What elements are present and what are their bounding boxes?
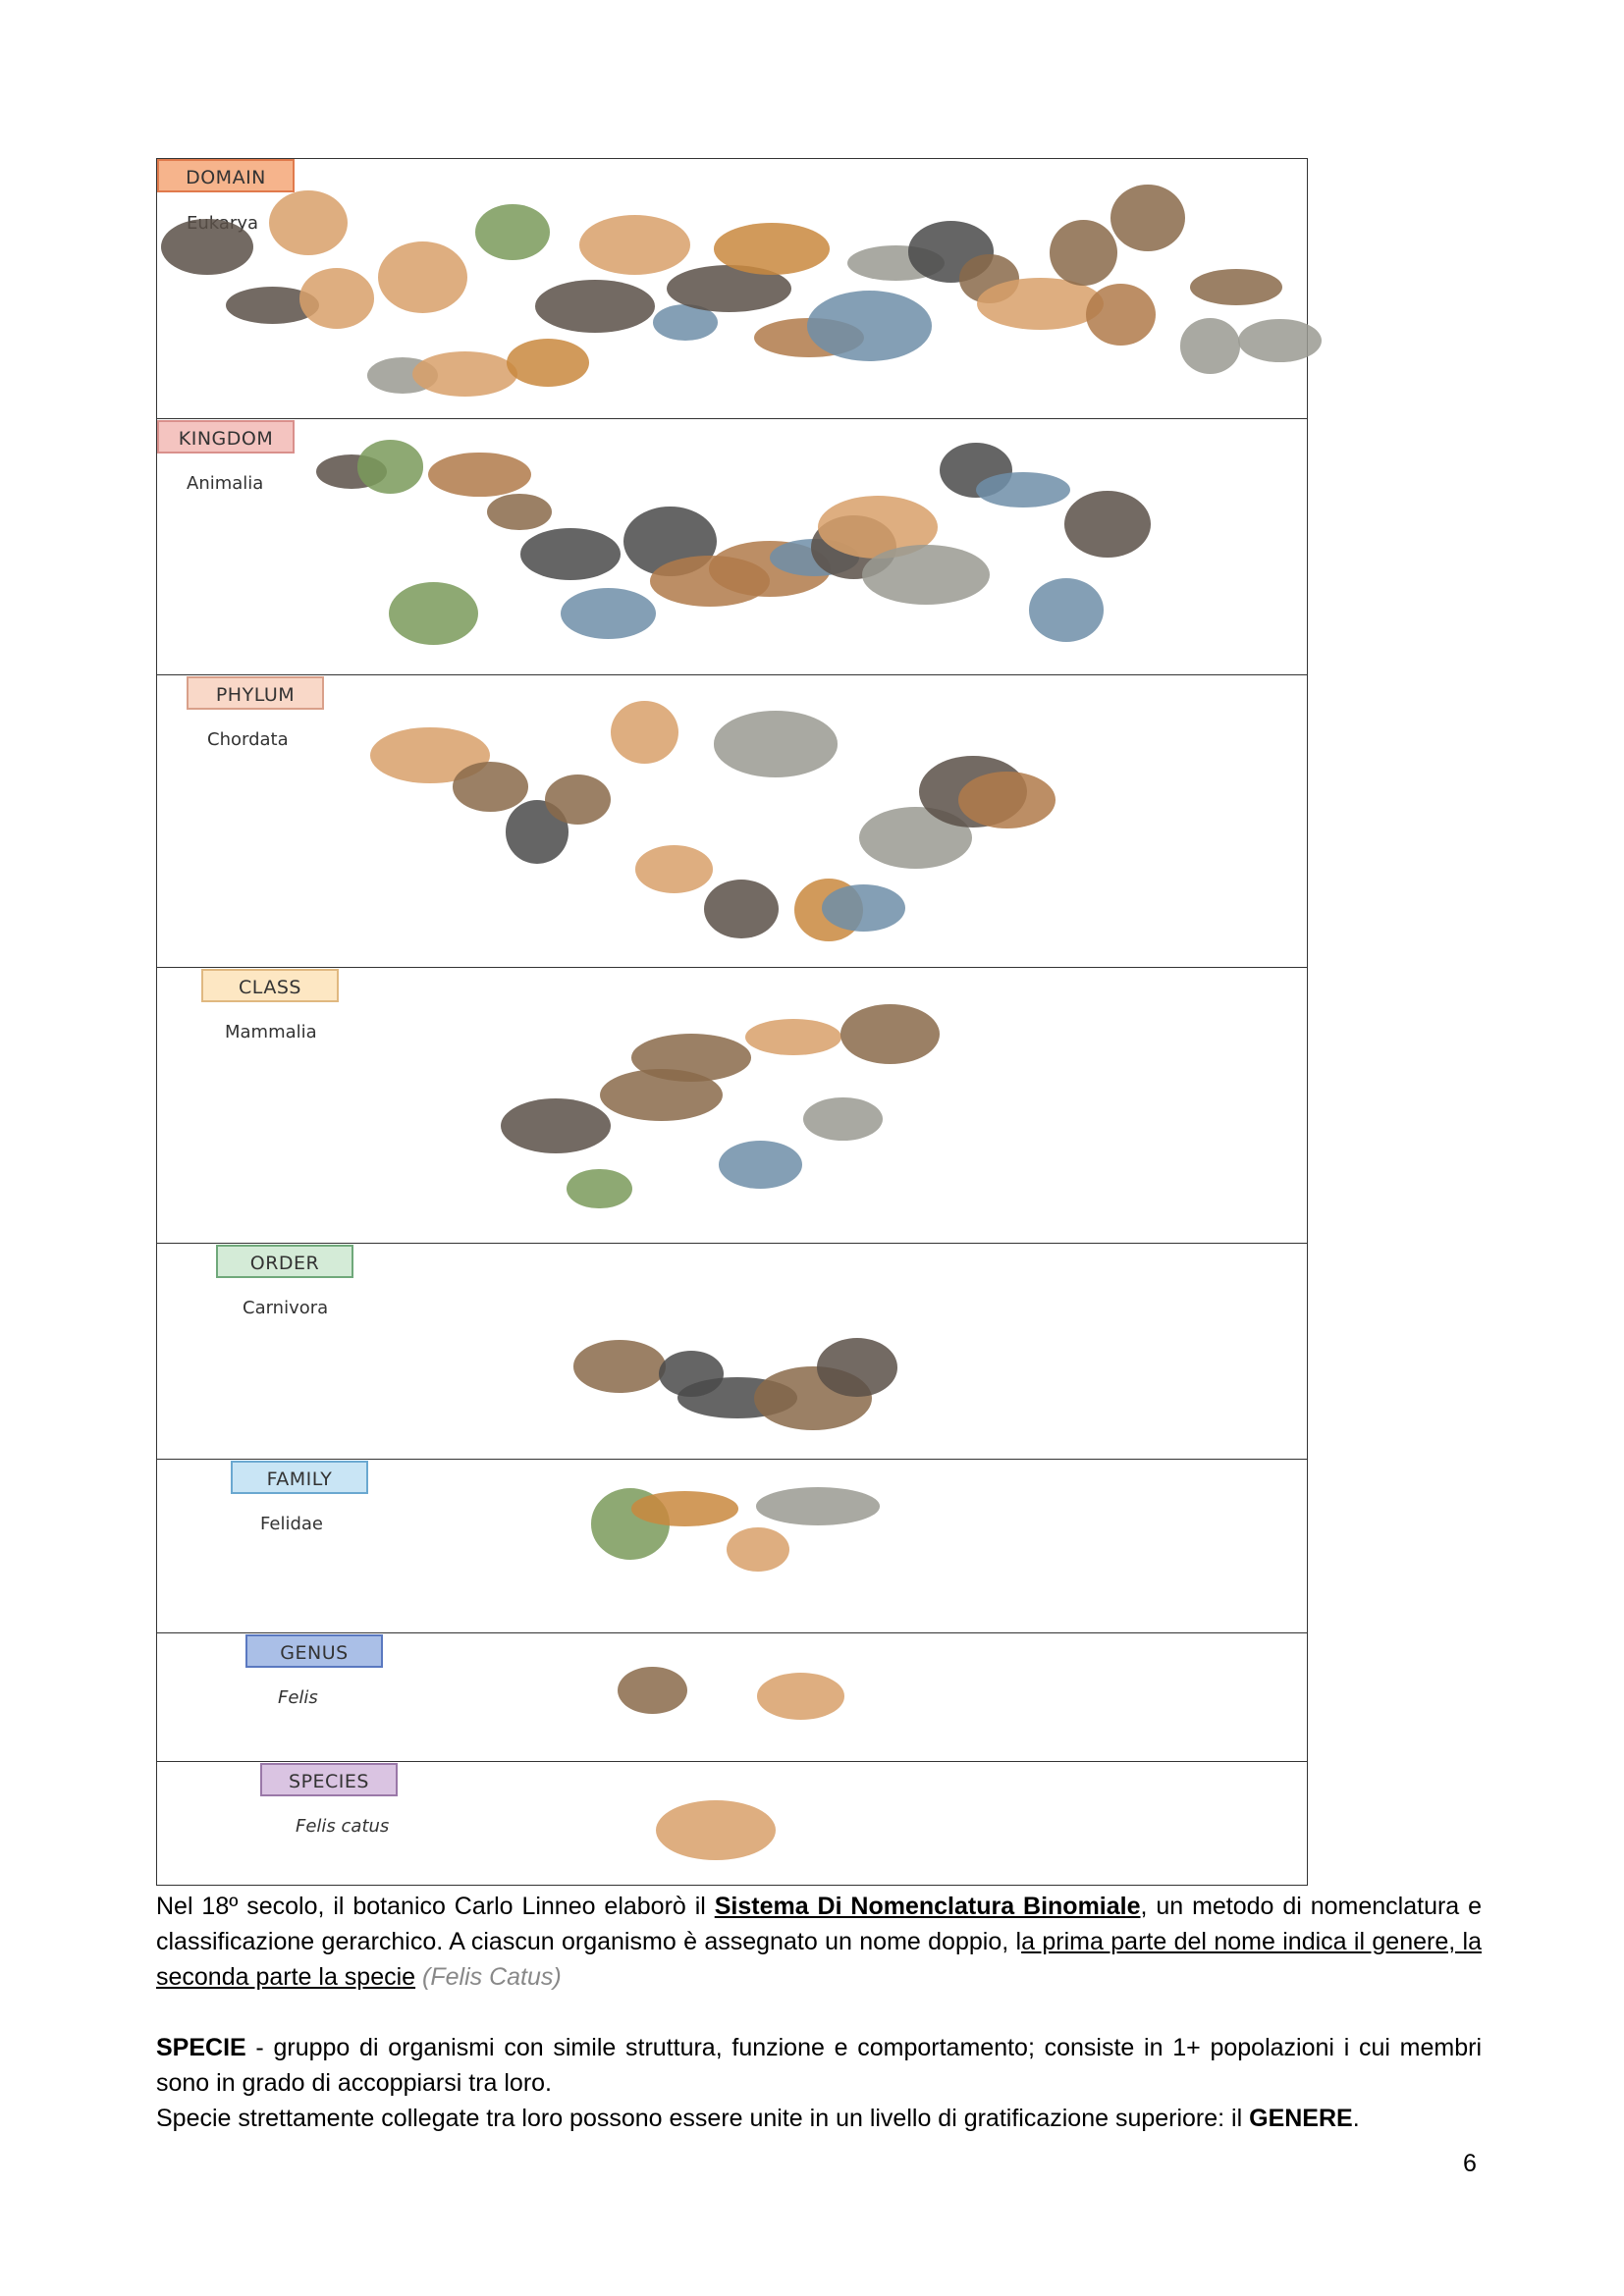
text-run: GENERE [1249,2105,1353,2132]
page-number: 6 [1463,2150,1477,2177]
organism-illustration [745,1018,841,1056]
paragraph: Specie strettamente collegate tra loro p… [156,2101,1482,2136]
taxon-name: Felis catus [296,1816,390,1837]
organism-illustration [756,1487,881,1525]
organism-illustration [567,1168,632,1209]
taxonomy-row: CLASS Mammalia [156,967,1308,1243]
organism-illustration [298,268,375,330]
organism-illustration [610,700,678,764]
organism-illustration [378,240,468,313]
taxonomy-row: ORDER Carnivora [156,1243,1308,1459]
taxon-name: Mammalia [225,1022,317,1042]
organism-illustration [161,218,254,276]
organism-illustration [634,845,714,894]
rank-label: CLASS [201,969,339,1002]
taxonomy-row: DOMAINEukarya [156,158,1322,418]
organism-illustration [719,1141,802,1190]
organism-illustration [839,1003,940,1065]
organism-illustration [1064,490,1152,558]
rank-label: FAMILY [231,1461,368,1494]
organism-illustration [618,1667,687,1715]
organism-illustration [1110,184,1185,252]
organism-illustration [560,588,656,639]
text-run: . [1352,2105,1360,2132]
organism-illustration [544,774,612,825]
text-run: (Felis Catus) [422,1963,562,1991]
organism-illustration [269,190,349,256]
taxon-name: Chordata [207,729,289,750]
text-run: Specie strettamente collegate tra loro p… [156,2105,1250,2132]
organism-illustration [506,339,590,388]
taxonomy-row: KINGDOM Animalia [156,418,1308,674]
paragraph: Nel 18º secolo, il botanico Carlo Linneo… [156,1889,1482,1995]
organism-illustration [757,1673,844,1720]
organism-illustration [1237,318,1322,363]
rank-label: GENUS [245,1634,383,1668]
rank-label: KINGDOM [157,420,295,454]
organism-illustration [713,711,838,777]
organism-illustration [806,291,933,362]
organism-illustration [1179,318,1240,374]
organism-illustration [713,223,831,276]
text-run: Sistema Di Nomenclatura Binomiale [714,1893,1141,1920]
text-run: a prima parte del nome indica il genere,… [156,1928,1483,1991]
organism-illustration [976,471,1071,508]
text-run: - gruppo di organismi con simile struttu… [156,2034,1482,2097]
organism-illustration [817,1337,897,1397]
taxonomy-figure: DOMAINEukaryaKINGDOM Animalia PHYLUM Chorda… [156,158,1322,1886]
organism-illustration [630,1491,739,1526]
organism-illustration [427,452,531,498]
organism-illustration [822,884,906,933]
organism-illustration [501,1097,612,1153]
organism-illustration [578,214,690,275]
taxon-name: Felidae [260,1514,323,1534]
organism-illustration [356,440,424,494]
taxonomy-row: FAMILY Felidae [156,1459,1308,1632]
taxon-name: Animalia [187,473,264,494]
taxonomy-row: PHYLUM Chordata [156,674,1308,967]
taxon-name: Carnivora [243,1298,329,1318]
organism-illustration [519,527,621,580]
organism-illustration [535,280,655,334]
organism-illustration [704,879,780,938]
taxon-name: Felis [278,1687,318,1708]
organism-illustration [656,1799,777,1861]
text-run: , un metodo di nomenclatura e classifica… [156,1893,1483,1955]
organism-illustration [630,1033,752,1082]
organism-illustration [452,762,529,813]
rank-label: PHYLUM [187,676,324,710]
organism-illustration [726,1526,789,1573]
text-run [415,1963,422,1991]
organism-illustration [573,1340,667,1393]
organism-illustration [1028,577,1105,642]
rank-label: ORDER [216,1245,353,1278]
organism-illustration [474,203,550,260]
text-run: Nel 18º secolo, il botanico Carlo Linneo… [156,1893,715,1920]
organism-illustration [862,545,990,606]
organism-illustration [1085,283,1156,347]
taxonomy-row: GENUS Felis [156,1632,1308,1761]
organism-illustration [957,772,1056,828]
organism-illustration [487,493,552,531]
taxonomy-row: SPECIES Felis catus [156,1761,1308,1886]
organism-illustration [802,1096,884,1142]
organism-illustration [1050,219,1118,286]
organism-illustration [1189,268,1283,305]
organism-illustration [412,351,518,398]
paragraph: SPECIE - gruppo di organismi con simile … [156,2030,1482,2101]
organism-illustration [976,277,1105,331]
rank-label: DOMAIN [157,159,295,192]
rank-label: SPECIES [260,1763,398,1796]
organism-illustration [388,581,479,646]
text-run: SPECIE [156,2034,246,2061]
